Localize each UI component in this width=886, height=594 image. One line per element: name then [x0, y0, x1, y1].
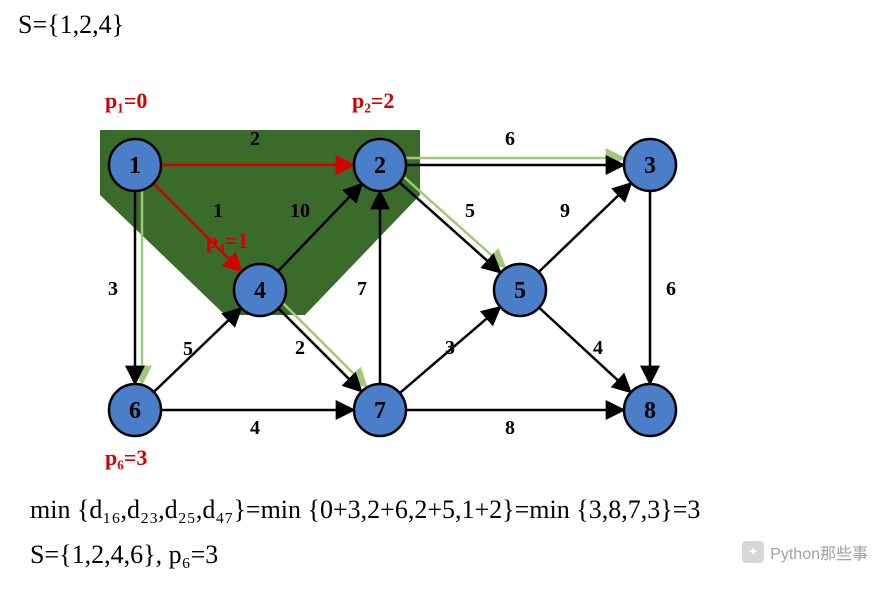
edge-weight: 4 [593, 337, 603, 359]
p-label: p₂=2 [352, 88, 394, 113]
watermark-text: Python那些事 [770, 540, 868, 564]
edge-weight: 3 [108, 278, 118, 300]
node-label: 5 [514, 278, 526, 304]
edge-6-4 [154, 308, 241, 392]
min-expression: min {d₁₆,d₂₃,d₂₅,d₄₇}=min {0+3,2+6,2+5,1… [30, 495, 700, 525]
edge-4-7 [278, 308, 361, 391]
edge-weight: 3 [445, 337, 455, 359]
edge-weight: 2 [295, 337, 305, 359]
p-label: p₁=0 [105, 88, 147, 113]
p-label: p₄=1 [206, 228, 248, 253]
node-label: 1 [129, 153, 141, 179]
edge-weight: 5 [183, 338, 193, 360]
node-label: 3 [644, 153, 656, 179]
edge-5-3 [539, 183, 632, 272]
wechat-icon: ✦ [742, 541, 764, 563]
result-set: S={1,2,4,6}, p₆=3 [30, 540, 218, 570]
watermark: ✦ Python那些事 [742, 540, 868, 564]
edge-weight: 8 [505, 417, 515, 439]
edge-weight: 6 [505, 128, 515, 150]
graph-diagram: 213610552739464812345678p₁=0p₂=2p₄=1p₆=3 [0, 0, 886, 480]
edge-weight: 5 [465, 200, 475, 222]
node-label: 2 [374, 153, 386, 179]
edge-weight: 1 [213, 200, 223, 222]
edge-weight: 2 [250, 128, 260, 150]
edge-weight: 7 [357, 278, 367, 300]
edge-weight: 4 [250, 417, 260, 439]
edge-5-8 [539, 308, 631, 393]
frontier-edge [404, 177, 505, 267]
node-label: 8 [644, 398, 656, 424]
node-label: 4 [254, 278, 266, 304]
edge-weight: 10 [290, 200, 310, 222]
p-label: p₆=3 [105, 445, 147, 470]
node-label: 6 [129, 398, 141, 424]
edge-2-5 [399, 182, 500, 272]
node-label: 7 [374, 398, 386, 424]
edge-weight: 9 [560, 200, 570, 222]
edge-weight: 6 [666, 278, 676, 300]
